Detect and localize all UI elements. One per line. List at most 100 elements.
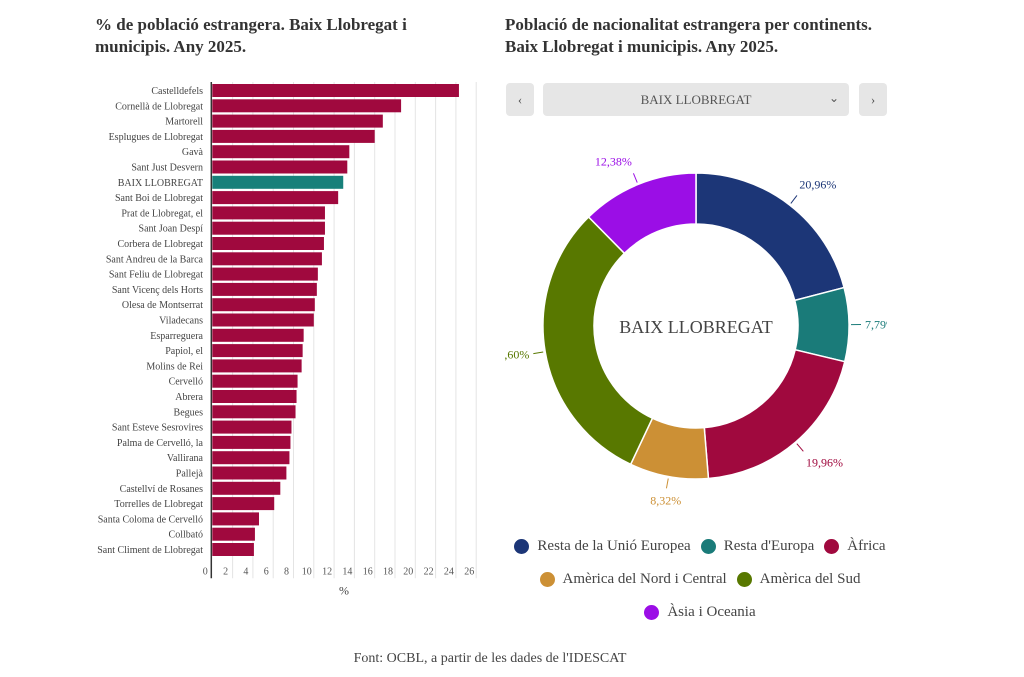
legend-swatch-icon [824, 539, 840, 554]
bar[interactable] [212, 313, 314, 327]
legend-item[interactable]: Amèrica del Nord i Central [539, 571, 727, 588]
bar[interactable] [212, 344, 303, 358]
donut-slice[interactable] [695, 172, 846, 302]
bar[interactable] [212, 328, 304, 342]
legend-item[interactable]: Amèrica del Sud [736, 571, 860, 588]
legend-item[interactable]: Àfrica [824, 538, 886, 555]
donut-slice[interactable] [542, 215, 654, 466]
bar[interactable] [212, 481, 281, 495]
bar[interactable] [212, 374, 298, 388]
category-label: Sant Esteve Sesrovires [112, 423, 203, 434]
legend-label: Amèrica del Nord i Central [562, 571, 727, 587]
x-tick-label: 4 [243, 566, 248, 577]
bar[interactable] [212, 160, 348, 174]
slice-label: 8,32% [650, 493, 681, 507]
chevron-left-icon: ‹ [517, 91, 523, 107]
category-label: Gavà [182, 147, 204, 158]
bar[interactable] [212, 175, 344, 189]
category-label: BAIX LLOBREGAT [118, 178, 203, 189]
donut-slice[interactable] [793, 286, 850, 363]
legend-swatch-icon [700, 539, 716, 554]
category-label: Molins de Rei [146, 361, 203, 372]
x-tick-label: 26 [464, 566, 474, 577]
x-tick-label: 18 [383, 566, 393, 577]
x-tick-label: 22 [424, 566, 434, 577]
slice-label: 12,38% [595, 155, 632, 169]
legend-item[interactable]: Àsia i Oceania [644, 604, 756, 621]
donut-slice[interactable] [587, 172, 697, 255]
bar[interactable] [212, 206, 325, 220]
x-axis-label: % [339, 583, 349, 597]
bar[interactable] [212, 390, 297, 403]
category-label: Esparreguera [150, 331, 203, 342]
category-label: Vallirana [167, 453, 204, 464]
category-label: Sant Boi de Llobregat [115, 193, 203, 204]
bar[interactable] [212, 298, 315, 312]
category-label: Prat de Llobregat, el [121, 208, 203, 219]
x-tick-label: 8 [284, 566, 289, 577]
slice-label: 30,60% [505, 347, 529, 361]
legend-item[interactable]: Resta d'Europa [700, 538, 815, 555]
source-note: Font: OCBL, a partir de les dades de l'I… [353, 651, 627, 666]
bar[interactable] [212, 129, 375, 143]
bar[interactable] [212, 497, 275, 511]
bar[interactable] [212, 543, 254, 556]
legend-swatch-icon [514, 539, 530, 554]
category-label: Sant Vicenç dels Horts [112, 285, 203, 296]
chevron-right-icon: › [870, 91, 876, 107]
bar[interactable] [212, 237, 324, 250]
bar[interactable] [212, 282, 317, 296]
legend-item[interactable]: Resta de la Unió Europea [514, 538, 691, 555]
x-tick-label: 20 [403, 566, 413, 577]
category-label: Collbató [169, 530, 203, 541]
legend-label: Resta d'Europa [723, 538, 815, 554]
leader-line [665, 478, 669, 489]
bar[interactable] [212, 420, 292, 434]
legend-label: Àfrica [847, 538, 886, 554]
bar[interactable] [212, 451, 290, 465]
bar[interactable] [212, 252, 322, 266]
bar[interactable] [212, 221, 325, 235]
bar[interactable] [212, 405, 296, 419]
category-label: Sant Climent de Llobregat [97, 545, 203, 556]
bar[interactable] [212, 114, 383, 128]
category-label: Castellví de Rosanes [120, 484, 203, 495]
slice-label: 20,96% [799, 177, 836, 191]
category-label: Sant Andreu de la Barca [106, 254, 204, 265]
bar[interactable] [212, 99, 402, 113]
category-label: Sant Joan Despí [139, 224, 204, 235]
legend-swatch-icon [539, 572, 555, 587]
category-label: Olesa de Montserrat [122, 300, 203, 311]
bar-chart-title: % de població estrangera. Baix Llobregat… [95, 15, 407, 56]
leader-line [796, 443, 804, 452]
category-label: Cervelló [169, 377, 203, 388]
bar[interactable] [212, 359, 302, 373]
municipality-select[interactable]: BAIX LLOBREGAT ⌄ [543, 83, 849, 116]
x-tick-label: 24 [444, 566, 454, 577]
bar[interactable] [212, 145, 350, 159]
selected-value: BAIX LLOBREGAT [640, 91, 752, 107]
category-label: Begues [174, 407, 204, 418]
bar[interactable] [212, 466, 287, 480]
bar[interactable] [212, 512, 259, 526]
legend-label: Àsia i Oceania [667, 604, 756, 620]
previous-button[interactable]: ‹ [506, 83, 534, 116]
category-label: Sant Just Desvern [131, 163, 203, 174]
x-tick-label: 16 [363, 566, 373, 577]
category-label: Viladecans [159, 316, 203, 327]
legend-swatch-icon [644, 605, 660, 620]
bar[interactable] [212, 435, 291, 449]
category-label: Sant Feliu de Llobregat [109, 270, 203, 281]
x-tick-label: 14 [342, 566, 352, 577]
bar[interactable] [212, 84, 459, 97]
bar[interactable] [212, 267, 318, 281]
bar[interactable] [212, 527, 255, 541]
category-label: Esplugues de Llobregat [109, 132, 204, 143]
leader-line [790, 195, 798, 204]
bar[interactable] [212, 191, 339, 205]
category-label: Pallejà [176, 469, 204, 480]
category-label: Palma de Cervelló, la [117, 438, 204, 449]
legend-swatch-icon [736, 572, 752, 587]
category-label: Torrelles de Llobregat [114, 499, 203, 510]
next-button[interactable]: › [859, 83, 887, 116]
